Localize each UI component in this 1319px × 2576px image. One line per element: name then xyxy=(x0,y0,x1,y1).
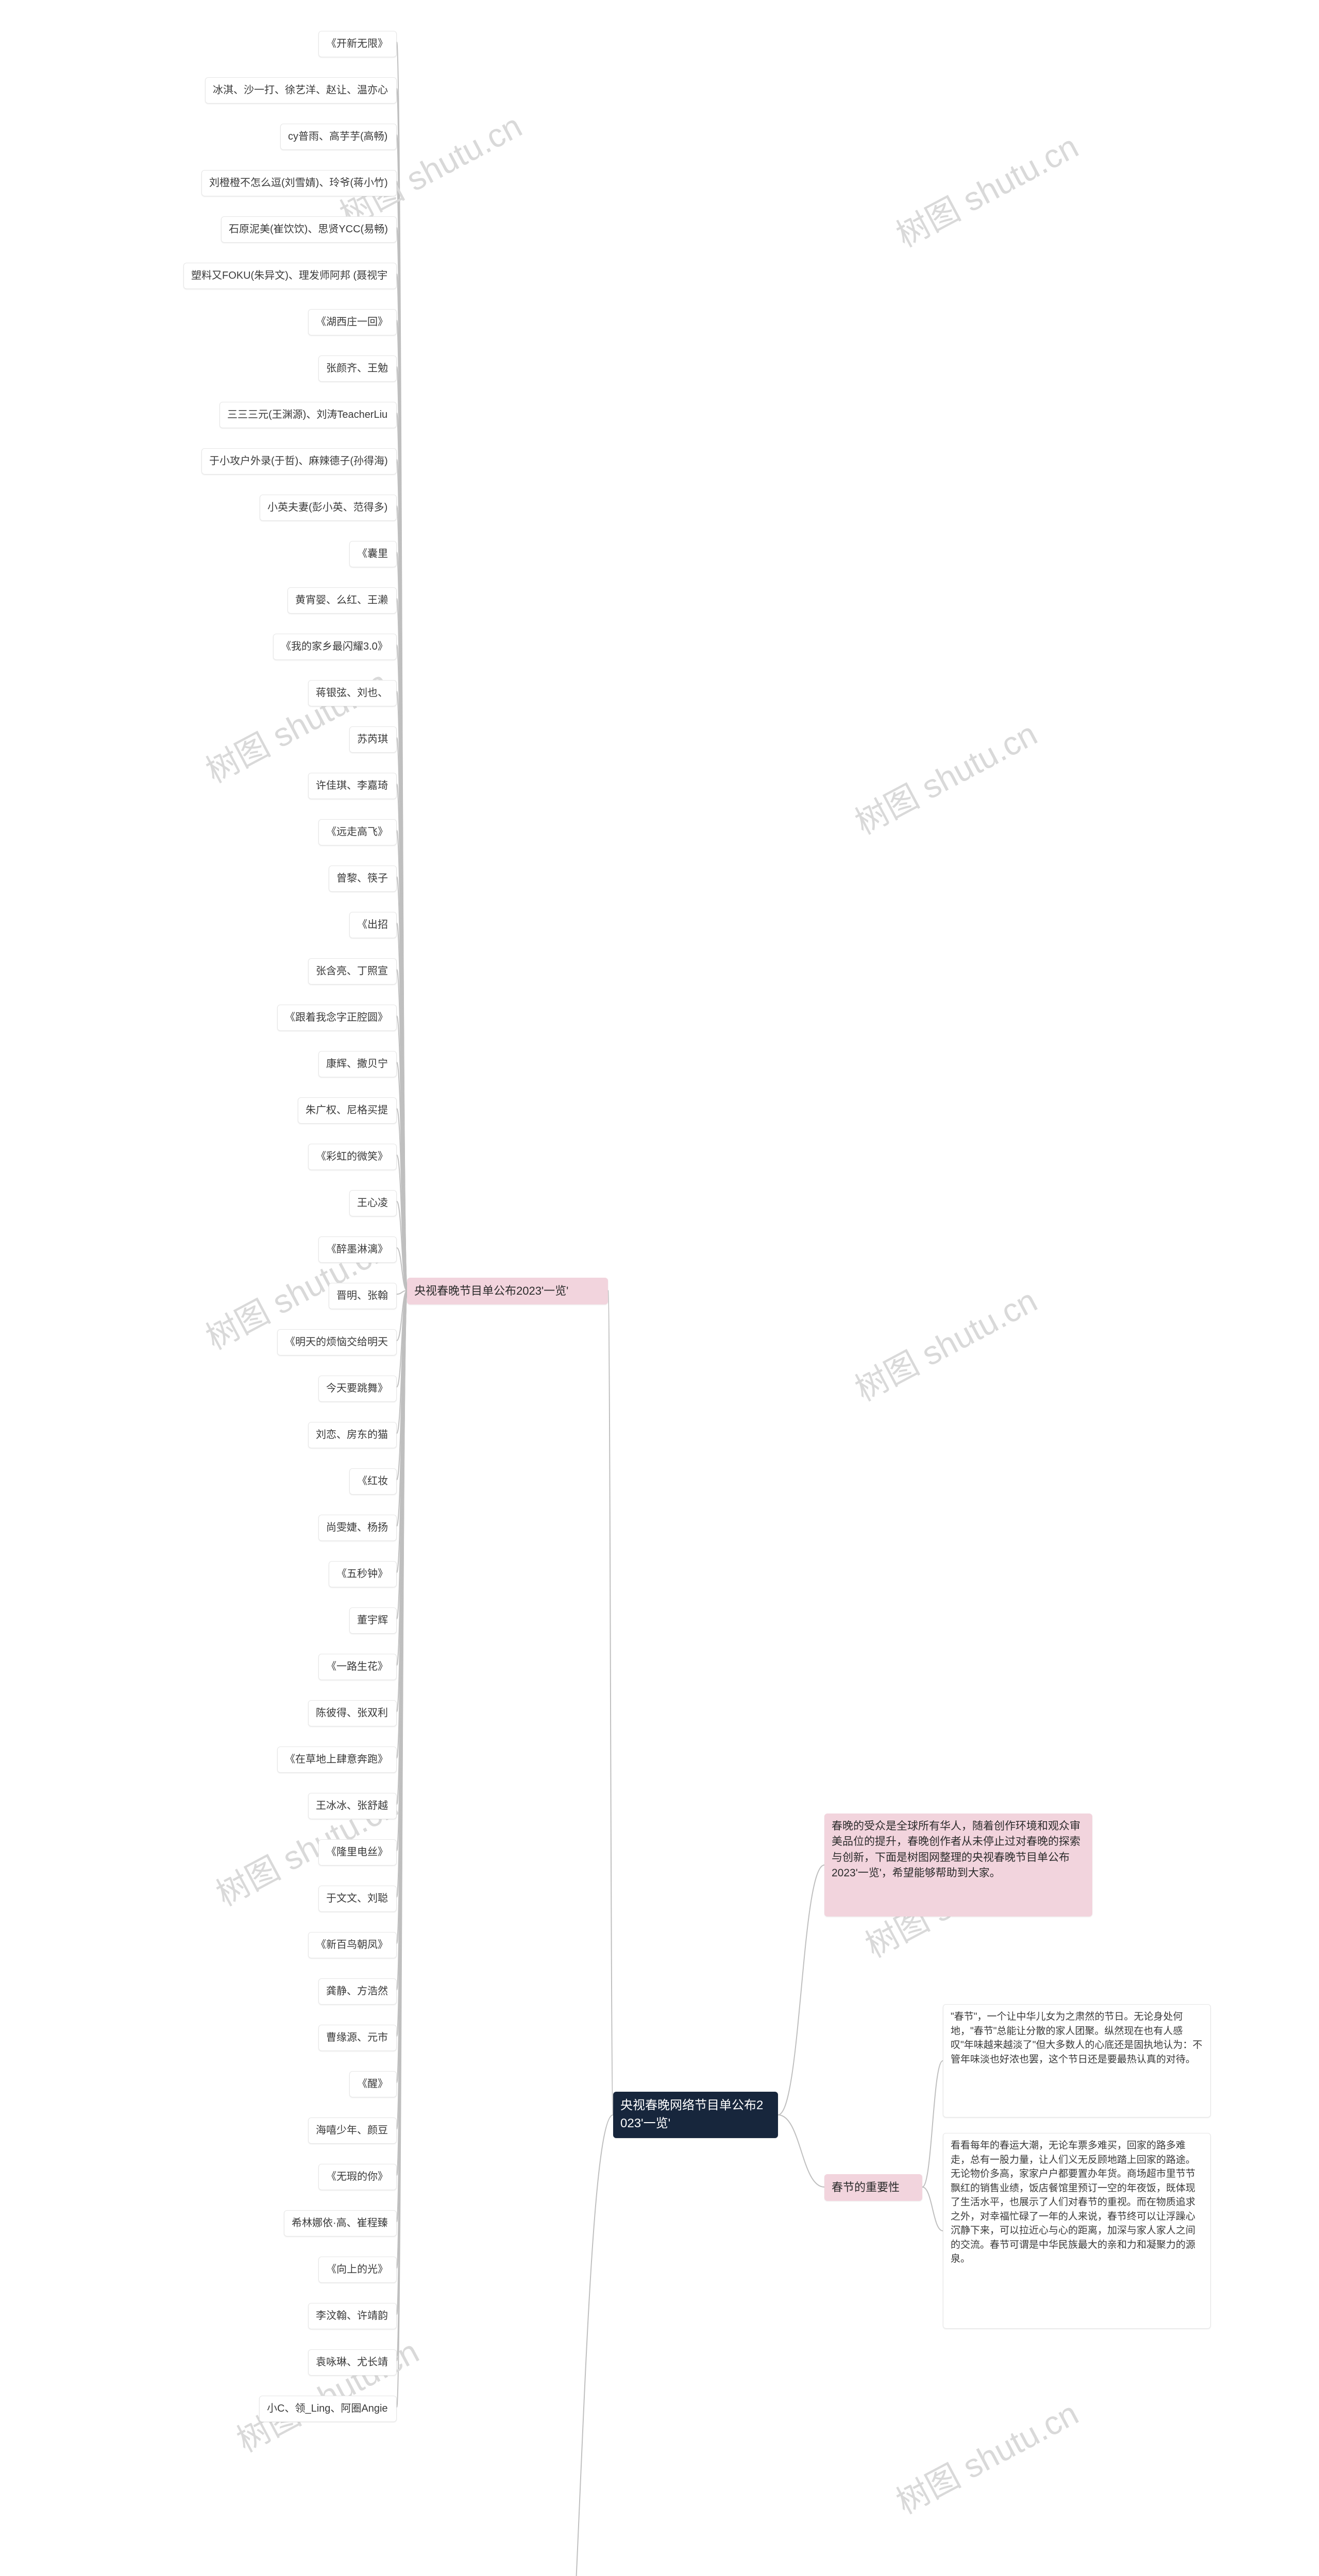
leaf-node: 小C、领_Ling、阿圈Angie xyxy=(259,2396,397,2422)
leaf-node: 《新百鸟朝凤》 xyxy=(308,1932,397,1958)
leaf-node: 王冰冰、张舒越 xyxy=(308,1793,397,1819)
leaf-node: 冰淇、沙一打、徐艺洋、赵让、温亦心 xyxy=(205,77,397,104)
leaf-node: 《醒》 xyxy=(349,2071,397,2097)
leaf-node: 康辉、撒贝宁 xyxy=(318,1051,397,1077)
watermark: 树图 shutu.cn xyxy=(845,1275,1044,1410)
leaf-node: 三三三元(王渊源)、刘涛TeacherLiu xyxy=(219,402,397,428)
branch-node[interactable]: 央视春晚节目单公布2023'一览' xyxy=(407,1278,608,1304)
leaf-node: 《一路生花》 xyxy=(318,1654,397,1680)
leaf-node: 《彩虹的微笑》 xyxy=(308,1144,397,1170)
leaf-node: 蒋银弦、刘也、 xyxy=(308,680,397,706)
leaf-node: 《开新无限》 xyxy=(318,31,397,57)
leaf-node: cy普雨、高芋芋(高畅) xyxy=(280,124,397,150)
mindmap-canvas: 树图 shutu.cn 树图 shutu.cn 树图 shutu.cn 树图 shut… xyxy=(0,0,1319,2576)
leaf-node: 于文文、刘聪 xyxy=(318,1886,397,1912)
leaf-node: 《隆里电丝》 xyxy=(318,1839,397,1866)
leaf-node: 李汶翰、许靖韵 xyxy=(308,2303,397,2329)
leaf-node: 《跟着我念字正腔圆》 xyxy=(277,1005,397,1031)
paragraph-node: "春节"，一个让中华儿女为之肃然的节日。无论身处何地，"春节"总能让分散的家人团… xyxy=(943,2004,1211,2117)
leaf-node: 陈彼得、张双利 xyxy=(308,1700,397,1726)
leaf-node: 今天要跳舞》 xyxy=(318,1376,397,1402)
leaf-node: 于小攻户外录(于哲)、麻辣德子(孙得海) xyxy=(201,448,397,474)
leaf-node: 《无瑕的你》 xyxy=(318,2164,397,2190)
watermark: 树图 shutu.cn xyxy=(887,2387,1086,2523)
leaf-node: 王心凌 xyxy=(349,1190,397,1216)
leaf-node: 《湖西庄一回》 xyxy=(308,309,397,335)
leaf-node: 《囊里 xyxy=(349,541,397,567)
watermark: 树图 shutu.cn xyxy=(227,2326,426,2461)
leaf-node: 刘恋、房东的猫 xyxy=(308,1422,397,1448)
leaf-node: 石原泥美(崔饮饮)、思贤YCC(易畅) xyxy=(221,216,397,243)
watermark: 树图 shutu.cn xyxy=(845,708,1044,843)
branch-node[interactable]: 春节的重要性 xyxy=(824,2174,922,2201)
leaf-node: 《在草地上肆意奔跑》 xyxy=(277,1747,397,1773)
watermark: 树图 shutu.cn xyxy=(330,100,529,235)
leaf-node: 《向上的光》 xyxy=(318,2257,397,2283)
leaf-node: 朱广权、尼格买提 xyxy=(298,1097,397,1124)
root-node[interactable]: 央视春晚网络节目单公布2 023'一览' xyxy=(613,2092,778,2138)
leaf-node: 苏芮琪 xyxy=(349,726,397,753)
leaf-node: 《醉墨淋漓》 xyxy=(318,1236,397,1263)
leaf-node: 许佳琪、李嘉琦 xyxy=(308,773,397,799)
leaf-node: 小英夫妻(彭小英、范得多) xyxy=(260,495,397,521)
leaf-node: 希林娜依·高、崔程臻 xyxy=(284,2210,397,2236)
leaf-node: 《五秒钟》 xyxy=(329,1561,397,1587)
leaf-node: 刘橙橙不怎么逗(刘雪婧)、玲爷(蒋小竹) xyxy=(201,170,397,196)
intro-paragraph: 春晚的受众是全球所有华人，随着创作环境和观众审美品位的提升，春晚创作者从未停止过… xyxy=(824,1814,1092,1917)
leaf-node: 曹缘源、元市 xyxy=(318,2025,397,2051)
watermark: 树图 shutu.cn xyxy=(196,656,395,792)
leaf-node: 龚静、方浩然 xyxy=(318,1978,397,2005)
leaf-node: 曾黎、筷子 xyxy=(329,866,397,892)
leaf-node: 《出招 xyxy=(349,912,397,938)
leaf-node: 黄宵婴、么红、王濑 xyxy=(288,587,397,614)
leaf-node: 《明天的烦恼交给明天 xyxy=(277,1329,397,1355)
leaf-node: 塑料又FOKU(朱异文)、理发师阿邦 (聂视宇 xyxy=(183,263,397,289)
leaf-node: 袁咏琳、尤长靖 xyxy=(308,2349,397,2376)
leaf-node: 晋明、张翰 xyxy=(329,1283,397,1309)
watermark: 树图 shutu.cn xyxy=(887,121,1086,256)
leaf-node: 《我的家乡最闪耀3.0》 xyxy=(273,634,397,660)
leaf-node: 张颜齐、王勉 xyxy=(318,355,397,382)
leaf-node: 董宇辉 xyxy=(349,1607,397,1634)
leaf-node: 《红妆 xyxy=(349,1468,397,1495)
leaf-node: 尚雯婕、杨扬 xyxy=(318,1515,397,1541)
leaf-node: 张含亮、丁照宣 xyxy=(308,958,397,985)
leaf-node: 《远走高飞》 xyxy=(318,819,397,845)
leaf-node: 海嘻少年、颜豆 xyxy=(308,2117,397,2144)
paragraph-node: 看看每年的春运大潮，无论车票多难买，回家的路多难走，总有一股力量，让人们义无反顾… xyxy=(943,2133,1211,2329)
